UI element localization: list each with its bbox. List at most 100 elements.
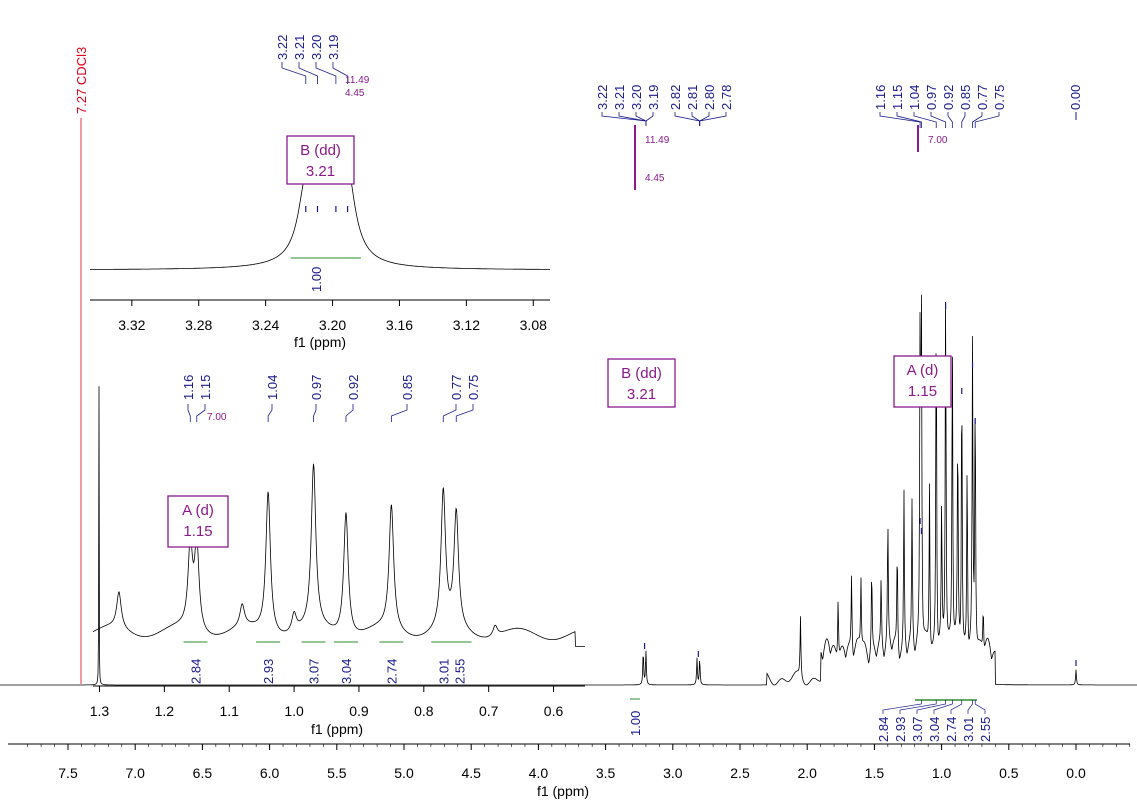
inset-b-tick-label: 3.12 bbox=[453, 317, 480, 333]
inset-a-peak-label-1.04: 1.04 bbox=[265, 375, 280, 400]
inset-a-integral-0.85: 2.74 bbox=[384, 659, 399, 684]
inset-b-tick-label: 3.32 bbox=[118, 317, 145, 333]
inset-a-leader bbox=[390, 404, 408, 422]
inset-b-leader bbox=[281, 62, 307, 84]
peak-label-0.77: 0.77 bbox=[975, 85, 990, 110]
inset-b-tick-label: 3.24 bbox=[252, 317, 279, 333]
integral-main-1.15: 2.84 bbox=[876, 717, 891, 742]
inset-a-leader bbox=[267, 404, 273, 422]
inset-b-coupling-1: 11.49 bbox=[345, 75, 370, 86]
inset-a-peak-label-1.15: 1.15 bbox=[198, 375, 213, 400]
inset-b-leader bbox=[315, 62, 337, 84]
peak-leader bbox=[691, 112, 701, 126]
multiplet-b-main-label: B (dd) bbox=[621, 365, 662, 382]
integral-main-0.92: 3.04 bbox=[927, 717, 942, 742]
integral-leader bbox=[933, 700, 953, 714]
inset-a-tick-label: 1.2 bbox=[155, 703, 175, 719]
peak-leader bbox=[930, 112, 947, 128]
main-x-axis-title: f1 (ppm) bbox=[537, 783, 589, 799]
solvent-peak-label: 7.27 CDCl3 bbox=[74, 47, 89, 114]
peak-leader bbox=[972, 112, 983, 128]
multiplet-a-inset-label: A (d) bbox=[182, 502, 214, 519]
peak-label-2.82: 2.82 bbox=[668, 85, 683, 110]
peak-leader bbox=[601, 112, 647, 126]
inset-b-leader bbox=[332, 62, 348, 84]
inset-a-integral-0.97: 3.07 bbox=[307, 659, 322, 684]
integral-leader bbox=[899, 700, 937, 714]
peak-label-0.75: 0.75 bbox=[992, 85, 1007, 110]
inset-a-integral-0.92: 3.04 bbox=[339, 659, 354, 684]
inset-a-peak-label-0.77: 0.77 bbox=[449, 375, 464, 400]
peak-label-3.22: 3.22 bbox=[595, 85, 610, 110]
peak-leader bbox=[879, 112, 921, 128]
peak-label-0.85: 0.85 bbox=[958, 85, 973, 110]
inset-a-peak-label-0.85: 0.85 bbox=[400, 375, 415, 400]
peak-label-1.16: 1.16 bbox=[873, 85, 888, 110]
inset-a-tick-label: 0.7 bbox=[479, 703, 499, 719]
inset-a-leader bbox=[442, 404, 457, 422]
peak-label-2.81: 2.81 bbox=[685, 85, 700, 110]
main-trace-line bbox=[0, 294, 1137, 686]
inset-a-peak-label-0.92: 0.92 bbox=[346, 375, 361, 400]
peak-leader bbox=[961, 112, 966, 128]
peak-leader bbox=[699, 112, 710, 126]
integral-leader bbox=[950, 700, 963, 714]
main-tick-label: 4.0 bbox=[529, 765, 549, 781]
coupling-b-1: 11.49 bbox=[645, 135, 670, 146]
inset-a-tick-label: 0.6 bbox=[544, 703, 564, 719]
peak-leader bbox=[635, 112, 647, 126]
inset-a-integral-1.152: 2.84 bbox=[188, 659, 203, 684]
inset-b-peak-label-3.21: 3.21 bbox=[292, 35, 307, 60]
main-tick-label: 6.5 bbox=[193, 765, 213, 781]
inset-b-panel: 3.32 3.28 3.24 3.20 3.16 3.12 3.08 f1 (ppm) 1.00… bbox=[90, 35, 550, 350]
main-integrals: 1.00 2.84 2.93 3.07 3.04 2.74 3.01 2.55 bbox=[628, 698, 993, 742]
peak-label-3.19: 3.19 bbox=[646, 85, 661, 110]
inset-a-trace bbox=[92, 463, 585, 647]
peak-leader bbox=[913, 112, 937, 128]
peak-label-2.80: 2.80 bbox=[702, 85, 717, 110]
inset-a-tick-label: 0.8 bbox=[414, 703, 434, 719]
integral-main-1.04: 2.93 bbox=[893, 717, 908, 742]
inset-b-tick-label: 3.28 bbox=[185, 317, 212, 333]
inset-b-peak-label-3.19: 3.19 bbox=[326, 35, 341, 60]
integral-main-0.85: 2.74 bbox=[944, 717, 959, 742]
main-spectrum-trace bbox=[0, 294, 1137, 686]
main-tick-label: 7.5 bbox=[58, 765, 78, 781]
inset-a-peak-label-1.16: 1.16 bbox=[181, 375, 196, 400]
integral-leader bbox=[974, 700, 986, 714]
main-tick-label: 5.0 bbox=[394, 765, 414, 781]
inset-a-tick-label: 0.9 bbox=[349, 703, 369, 719]
main-tick-label: 2.5 bbox=[730, 765, 750, 781]
peak-label-3.20: 3.20 bbox=[629, 85, 644, 110]
main-peak-labels: 7.27 CDCl3 3.22 3.21 3.20 3.19 2.82 2.81 2.80 2.… bbox=[74, 47, 1083, 684]
multiplet-b-main-shift: 3.21 bbox=[627, 386, 656, 403]
peak-label-0.97: 0.97 bbox=[924, 85, 939, 110]
inset-b-tick-label: 3.20 bbox=[319, 317, 346, 333]
inset-a-tick-label: 1.1 bbox=[219, 703, 239, 719]
main-tick-label: 7.0 bbox=[125, 765, 145, 781]
inset-a-leader bbox=[187, 404, 191, 422]
peak-leader bbox=[645, 112, 654, 126]
inset-a-integral-0.745: 2.55 bbox=[452, 659, 467, 684]
peak-label-1.04: 1.04 bbox=[907, 85, 922, 110]
multiplet-b-inset-box bbox=[286, 135, 355, 185]
peak-label-0.00: 0.00 bbox=[1068, 85, 1083, 110]
inset-a-x-axis-title: f1 (ppm) bbox=[311, 721, 363, 737]
integral-main-0.75: 2.55 bbox=[978, 717, 993, 742]
inset-a-tick-label: 1.0 bbox=[284, 703, 304, 719]
integral-leader bbox=[916, 700, 946, 714]
peak-label-3.21: 3.21 bbox=[612, 85, 627, 110]
inset-a-tick-label: 1.3 bbox=[90, 703, 110, 719]
main-tick-label: 3.5 bbox=[596, 765, 616, 781]
multiplet-b-inset-shift: 3.21 bbox=[306, 163, 335, 180]
peak-leader bbox=[974, 112, 1000, 128]
main-tick-label: 1.0 bbox=[932, 765, 952, 781]
inset-b-tick-label: 3.08 bbox=[520, 317, 547, 333]
multiplet-a-main-shift: 1.15 bbox=[908, 383, 937, 400]
multiplet-a-inset-shift: 1.15 bbox=[183, 523, 212, 540]
main-tick-label: 3.0 bbox=[663, 765, 683, 781]
peak-leader bbox=[699, 112, 727, 126]
main-tick-label: 5.5 bbox=[327, 765, 347, 781]
multiplet-annotations: B (dd) 3.21 B (dd) 3.21 A (d) 1.15 A (d) 1.15 bbox=[167, 135, 952, 548]
